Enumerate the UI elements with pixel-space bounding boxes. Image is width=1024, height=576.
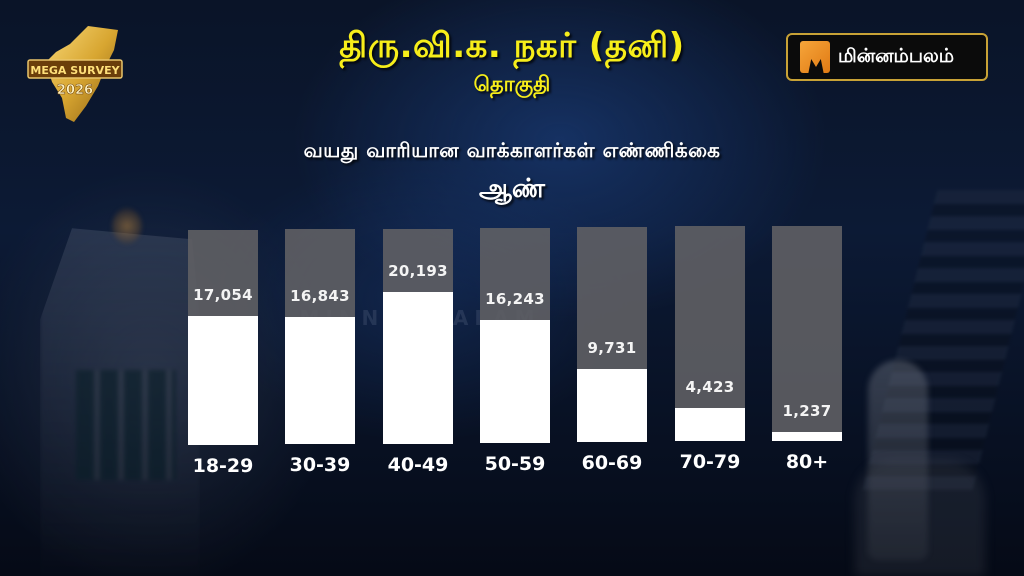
gender-label: ஆண் bbox=[479, 174, 545, 204]
category-label: 40-49 bbox=[387, 454, 449, 476]
bar-18-29: 17,054 bbox=[188, 230, 258, 445]
category-label: 70-79 bbox=[679, 451, 741, 473]
bar-value-label: 20,193 bbox=[388, 262, 448, 280]
bar-60-69: 9,731 bbox=[577, 227, 647, 442]
background-hand bbox=[855, 460, 985, 576]
mega-survey-logo: MEGA SURVEY 2026 bbox=[26, 22, 124, 126]
bar-value-label: 9,731 bbox=[587, 339, 637, 357]
background-emblem bbox=[112, 208, 142, 244]
bar-30-39: 16,843 bbox=[285, 229, 355, 444]
category-label: 50-59 bbox=[484, 453, 546, 475]
svg-text:2026: 2026 bbox=[57, 83, 93, 98]
constituency-subtitle: தொகுதி bbox=[473, 72, 551, 96]
category-label: 60-69 bbox=[581, 452, 643, 474]
bar-70-79: 4,423 bbox=[675, 226, 745, 441]
chart-title: வயது வாரியான வாக்காளர்கள் எண்ணிக்கை bbox=[303, 138, 721, 162]
bar-80+: 1,237 bbox=[772, 226, 842, 441]
brand-m-icon bbox=[800, 41, 830, 73]
bar-value-label: 16,243 bbox=[485, 290, 545, 308]
background-finger bbox=[868, 360, 928, 560]
bar-value-label: 1,237 bbox=[782, 402, 832, 420]
constituency-title: திரு.வி.க. நகர் (தனி) bbox=[339, 26, 685, 66]
bar-40-49: 20,193 bbox=[383, 229, 453, 444]
bar-fill bbox=[675, 408, 745, 441]
category-label: 80+ bbox=[785, 451, 829, 473]
minnambalam-logo: மின்னம்பலம் bbox=[786, 33, 988, 81]
svg-text:MEGA SURVEY: MEGA SURVEY bbox=[30, 64, 120, 77]
bar-fill bbox=[577, 369, 647, 442]
bar-fill bbox=[285, 317, 355, 444]
bar-50-59: 16,243 bbox=[480, 228, 550, 443]
bar-fill bbox=[188, 316, 258, 445]
category-label: 18-29 bbox=[192, 455, 254, 477]
bar-value-label: 17,054 bbox=[193, 286, 253, 304]
background-building-image bbox=[40, 228, 200, 576]
bar-value-label: 4,423 bbox=[685, 378, 735, 396]
bar-value-label: 16,843 bbox=[290, 287, 350, 305]
bar-fill bbox=[480, 320, 550, 443]
bar-fill bbox=[772, 432, 842, 441]
category-label: 30-39 bbox=[289, 454, 351, 476]
brand-name: மின்னம்பலம் bbox=[838, 44, 955, 67]
bar-fill bbox=[383, 292, 453, 444]
